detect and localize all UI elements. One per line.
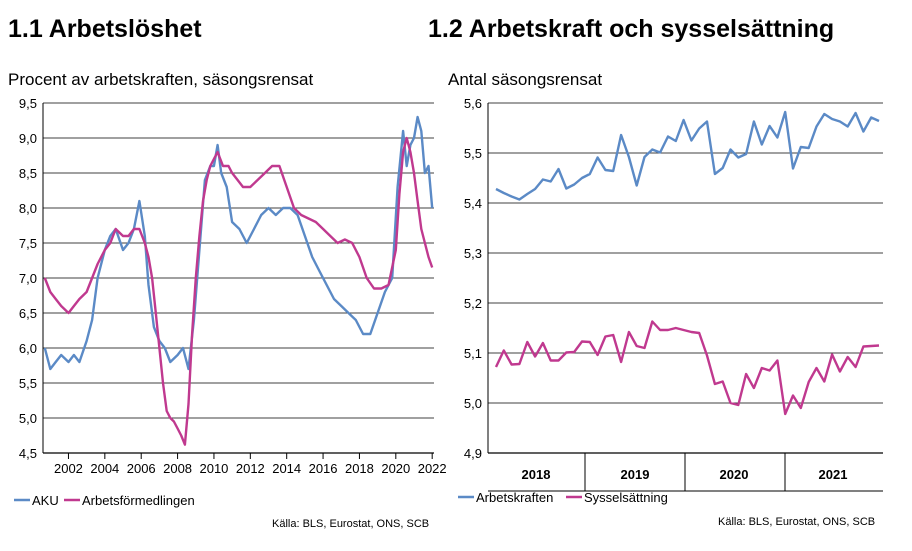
left-legend-label-0: AKU — [32, 493, 59, 508]
left-series-line-1 — [43, 136, 434, 446]
left-y-tick-1: 5,0 — [19, 411, 37, 426]
right-chart-title: 1.2 Arbetskraft och sysselsättning — [428, 15, 835, 43]
right-legend-label-0: Arbetskraften — [476, 490, 553, 505]
left-x-tick-10: 2022 — [418, 461, 447, 476]
left-x-tick-9: 2020 — [381, 461, 410, 476]
left-chart-subtitle: Procent av arbetskraften, säsongsrensat — [8, 70, 314, 89]
left-x-tick-3: 2008 — [163, 461, 192, 476]
left-chart-area: 4,5 5,0 5,5 6,0 6,5 7,0 7,5 8,0 8,5 9,0 9,5 2002 200… — [14, 96, 447, 508]
left-y-tick-4: 6,5 — [19, 306, 37, 321]
right-legend-label-1: Sysselsättning — [584, 490, 668, 505]
left-y-tick-9: 9,0 — [19, 131, 37, 146]
left-x-tick-7: 2016 — [309, 461, 338, 476]
right-series-line-1 — [494, 320, 880, 416]
left-y-tick-8: 8,5 — [19, 166, 37, 181]
left-y-tick-5: 7,0 — [19, 271, 37, 286]
left-y-tick-10: 9,5 — [19, 96, 37, 111]
left-x-tick-1: 2004 — [90, 461, 119, 476]
right-x-tick-2: 2020 — [720, 467, 749, 482]
right-chart-subtitle: Antal säsongsrensat — [448, 70, 603, 89]
right-y-tick-0: 4,9 — [464, 446, 482, 461]
right-y-tick-2: 5,1 — [464, 346, 482, 361]
right-y-tick-5: 5,4 — [464, 196, 482, 211]
right-x-tick-0: 2018 — [522, 467, 551, 482]
right-y-tick-6: 5,5 — [464, 146, 482, 161]
left-series-line-0 — [43, 115, 434, 371]
left-y-tick-2: 5,5 — [19, 376, 37, 391]
left-x-tick-0: 2002 — [54, 461, 83, 476]
right-source-note: Källa: BLS, Eurostat, ONS, SCB — [718, 516, 876, 528]
right-y-tick-7: 5,6 — [464, 96, 482, 111]
left-y-tick-6: 7,5 — [19, 236, 37, 251]
left-source-note: Källa: BLS, Eurostat, ONS, SCB — [272, 518, 430, 530]
right-series-line-0 — [495, 110, 880, 201]
left-y-tick-7: 8,0 — [19, 201, 37, 216]
left-x-tick-5: 2012 — [236, 461, 265, 476]
left-x-tick-6: 2014 — [272, 461, 301, 476]
left-x-tick-8: 2018 — [345, 461, 374, 476]
left-x-tick-2: 2006 — [127, 461, 156, 476]
left-y-tick-3: 6,0 — [19, 341, 37, 356]
right-y-tick-1: 5,0 — [464, 396, 482, 411]
right-x-tick-1: 2019 — [621, 467, 650, 482]
right-chart-area: 4,9 5,0 5,1 5,2 5,3 5,4 5,5 5,6 2018 2019 2020 2021… — [458, 96, 883, 505]
left-legend-label-1: Arbetsförmedlingen — [82, 493, 195, 508]
left-y-tick-0: 4,5 — [19, 446, 37, 461]
right-y-tick-4: 5,3 — [464, 246, 482, 261]
left-chart-title: 1.1 Arbetslöshet — [8, 15, 202, 43]
right-y-tick-3: 5,2 — [464, 296, 482, 311]
right-x-tick-3: 2021 — [819, 467, 848, 482]
left-x-tick-4: 2010 — [199, 461, 228, 476]
